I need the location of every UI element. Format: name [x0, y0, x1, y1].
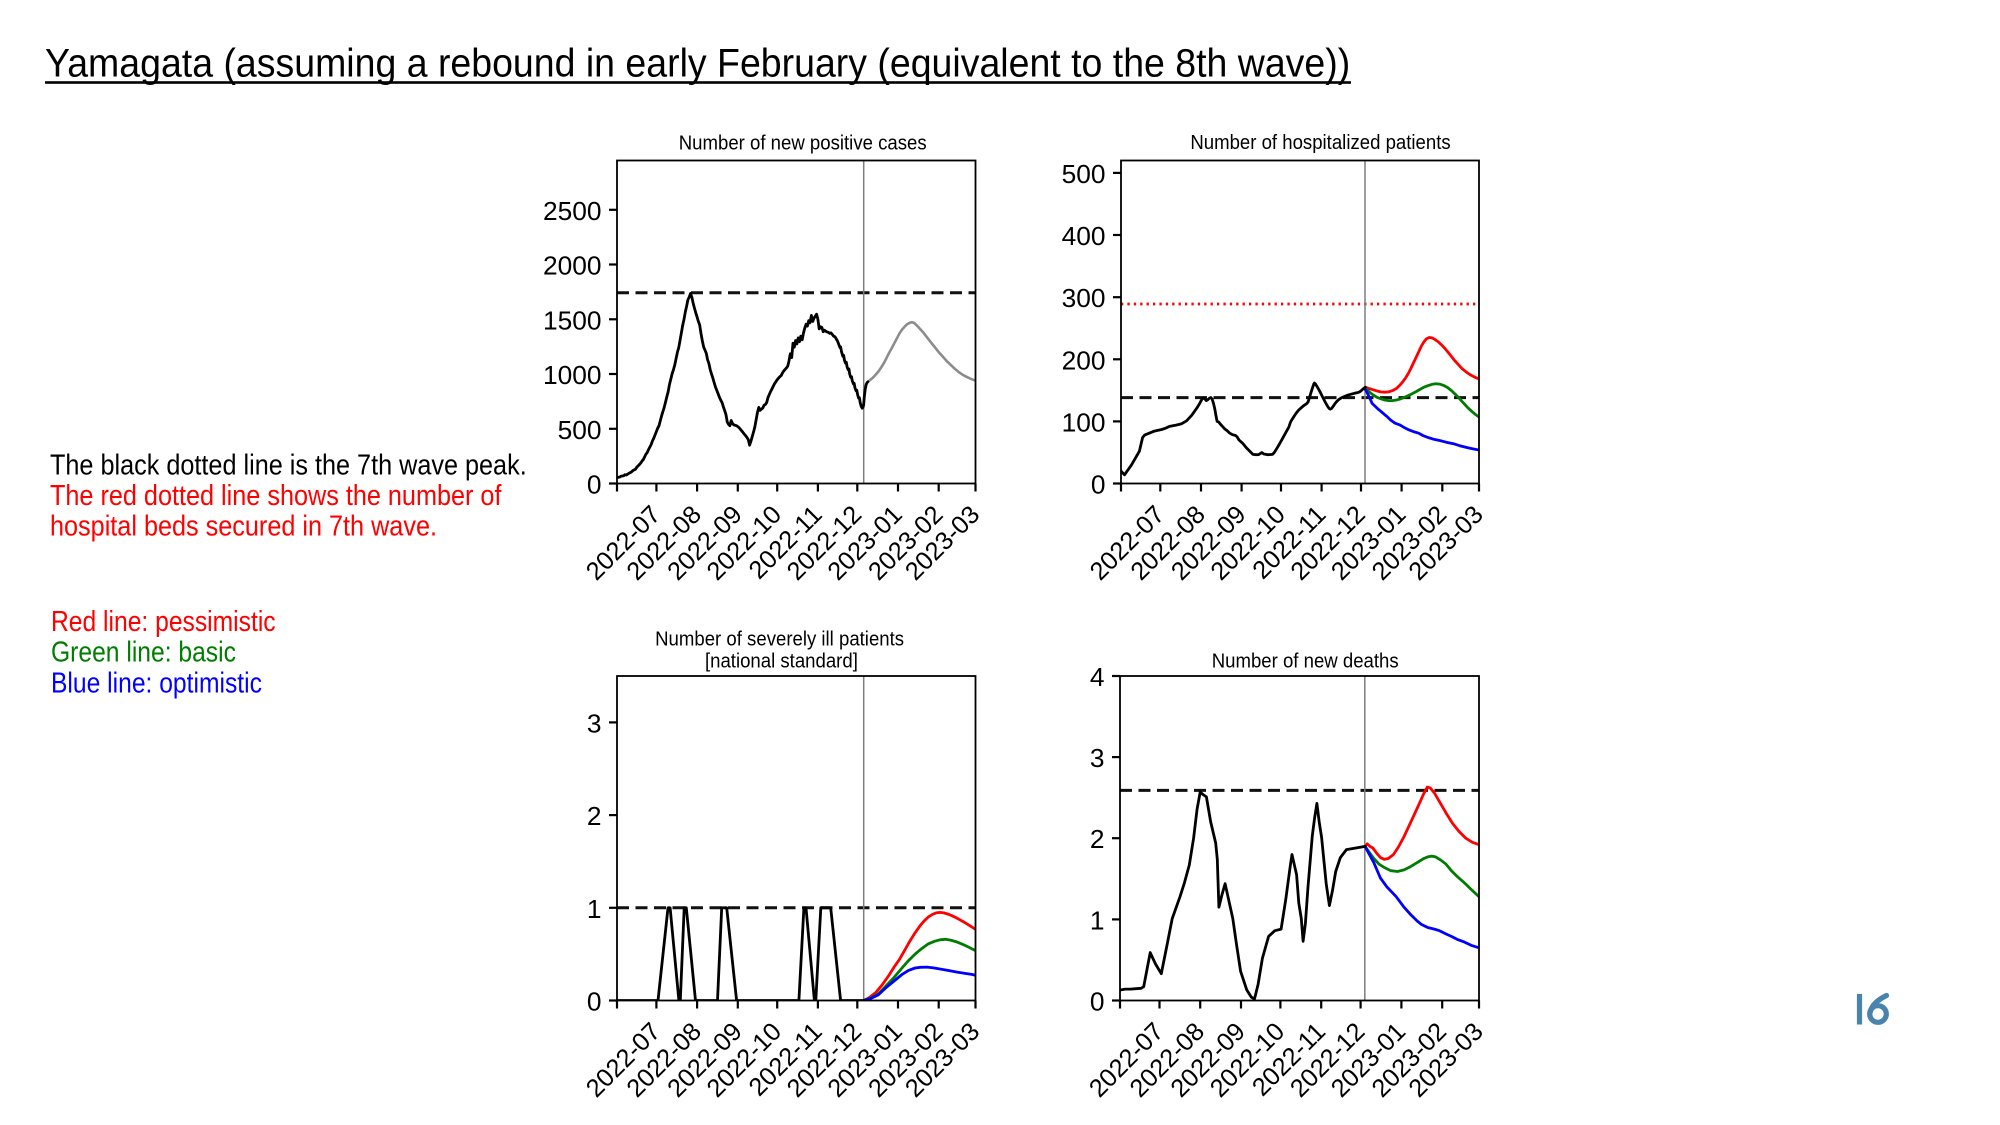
svg-text:2500: 2500: [543, 196, 602, 226]
svg-text:Number of severely ill patient: Number of severely ill patients: [655, 629, 904, 651]
svg-text:400: 400: [1062, 221, 1106, 251]
svg-text:300: 300: [1062, 283, 1106, 313]
svg-text:0: 0: [1090, 987, 1105, 1017]
svg-text:100: 100: [1062, 407, 1106, 437]
svg-text:Red line: pessimistic: Red line: pessimistic: [51, 605, 276, 637]
svg-text:4: 4: [1090, 662, 1105, 692]
svg-text:Yamagata (assuming a rebound i: Yamagata (assuming a rebound in early Fe…: [45, 41, 1350, 85]
svg-text:0: 0: [587, 987, 602, 1017]
svg-text:Number of new deaths: Number of new deaths: [1212, 651, 1399, 673]
svg-text:The red dotted line shows the: The red dotted line shows the number of: [50, 478, 502, 511]
svg-text:0: 0: [587, 470, 602, 500]
svg-text:Number of hospitalized patient: Number of hospitalized patients: [1190, 132, 1450, 154]
svg-text:500: 500: [558, 415, 602, 445]
svg-text:3: 3: [1090, 743, 1105, 773]
svg-text:0: 0: [1091, 470, 1106, 500]
svg-text:1000: 1000: [543, 360, 602, 390]
svg-text:200: 200: [1062, 345, 1106, 375]
svg-text:500: 500: [1062, 159, 1106, 189]
svg-text:The black dotted line is the 7: The black dotted line is the 7th wave pe…: [50, 448, 527, 481]
svg-text:Number of new positive cases: Number of new positive cases: [679, 133, 927, 155]
svg-text:Green line: basic: Green line: basic: [51, 636, 236, 668]
svg-text:2: 2: [1090, 824, 1105, 854]
svg-text:1: 1: [587, 894, 602, 924]
svg-text:1: 1: [1090, 905, 1105, 935]
svg-text:[national standard]: [national standard]: [705, 651, 858, 673]
svg-text:2000: 2000: [543, 251, 602, 281]
svg-text:3: 3: [587, 708, 602, 738]
svg-text:1500: 1500: [543, 305, 602, 335]
svg-text:hospital beds secured in 7th w: hospital beds secured in 7th wave.: [50, 509, 437, 542]
svg-text:Blue line: optimistic: Blue line: optimistic: [51, 667, 262, 699]
svg-text:2: 2: [587, 801, 602, 831]
